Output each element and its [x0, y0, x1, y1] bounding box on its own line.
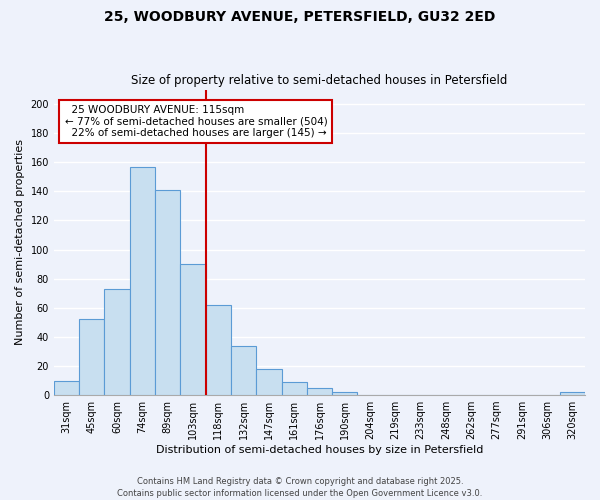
Title: Size of property relative to semi-detached houses in Petersfield: Size of property relative to semi-detach… — [131, 74, 508, 87]
Bar — [206, 305, 231, 395]
Bar — [560, 392, 585, 395]
Bar — [104, 289, 130, 395]
Bar — [231, 346, 256, 395]
X-axis label: Distribution of semi-detached houses by size in Petersfield: Distribution of semi-detached houses by … — [156, 445, 483, 455]
Text: 25 WOODBURY AVENUE: 115sqm
← 77% of semi-detached houses are smaller (504)
  22%: 25 WOODBURY AVENUE: 115sqm ← 77% of semi… — [65, 105, 327, 138]
Bar — [79, 320, 104, 395]
Bar — [130, 166, 155, 395]
Y-axis label: Number of semi-detached properties: Number of semi-detached properties — [15, 140, 25, 346]
Text: Contains HM Land Registry data © Crown copyright and database right 2025.
Contai: Contains HM Land Registry data © Crown c… — [118, 476, 482, 498]
Bar — [54, 380, 79, 395]
Bar — [155, 190, 181, 395]
Bar — [181, 264, 206, 395]
Bar — [307, 388, 332, 395]
Bar — [256, 369, 281, 395]
Text: 25, WOODBURY AVENUE, PETERSFIELD, GU32 2ED: 25, WOODBURY AVENUE, PETERSFIELD, GU32 2… — [104, 10, 496, 24]
Bar — [332, 392, 358, 395]
Bar — [281, 382, 307, 395]
